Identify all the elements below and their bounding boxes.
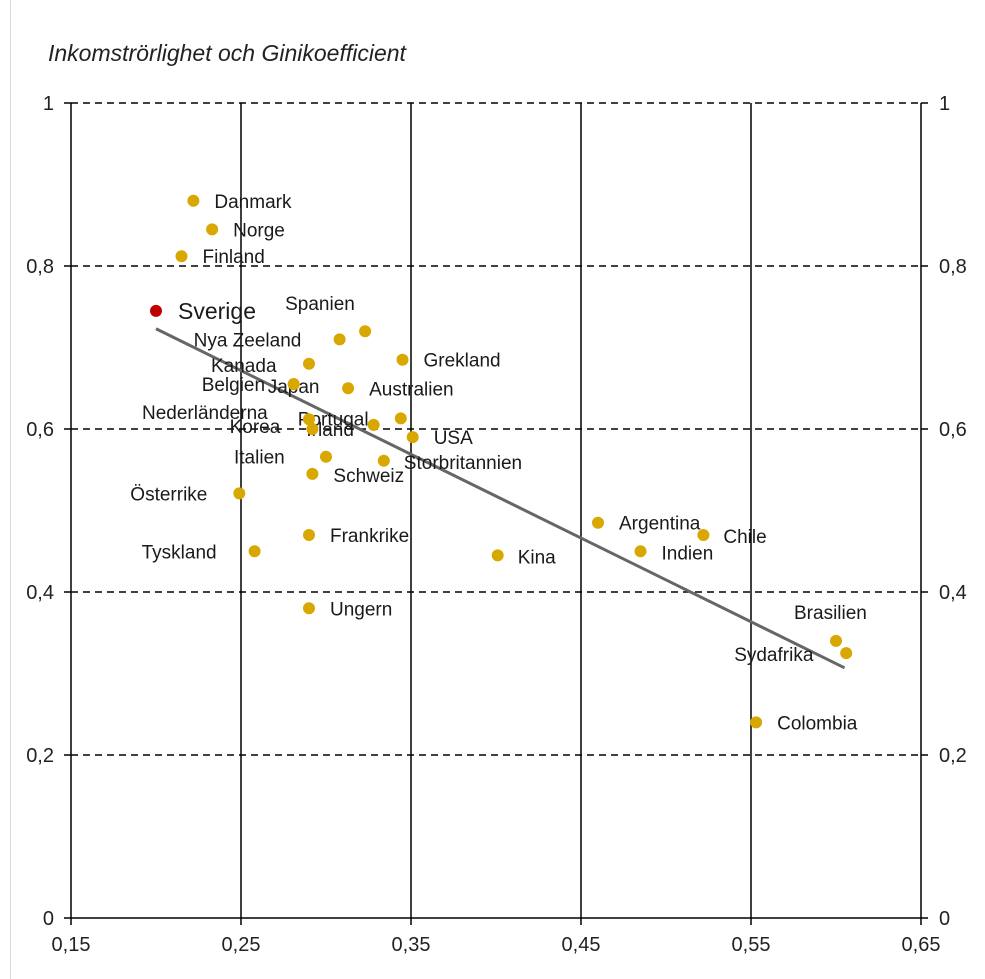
data-point-frankrike bbox=[303, 528, 315, 541]
data-point-brasilien bbox=[830, 634, 842, 647]
data-point-nya-zeeland bbox=[333, 333, 346, 346]
data-point-australien bbox=[342, 382, 355, 395]
point-label-spanien: Spanien bbox=[285, 294, 355, 315]
y-tick-label-right: 0,8 bbox=[939, 256, 967, 278]
x-tick-label: 0,35 bbox=[392, 934, 431, 956]
point-label-frankrike: Frankrike bbox=[330, 526, 409, 547]
point-label-colombia: Colombia bbox=[777, 713, 858, 734]
point-label-indien: Indien bbox=[662, 543, 714, 564]
point-label-korea: Korea bbox=[230, 417, 281, 438]
point-label-sverige: Sverige bbox=[178, 298, 256, 324]
y-tick-label-left: 0,4 bbox=[26, 582, 54, 604]
data-point-argentina bbox=[592, 516, 604, 529]
point-label-belgien: Belgien bbox=[202, 375, 265, 396]
y-tick-label-right: 0,6 bbox=[939, 419, 967, 441]
data-point-norge bbox=[206, 223, 219, 236]
point-label-norge: Norge bbox=[233, 220, 285, 241]
chart-title: Inkomströrlighet och Ginikoefficient bbox=[48, 40, 406, 66]
data-point-usa bbox=[406, 431, 419, 444]
y-tick-label-left: 0,2 bbox=[26, 745, 54, 767]
data-point-sydafrika bbox=[840, 647, 853, 660]
point-label-storbritannien: Storbritannien bbox=[404, 453, 522, 474]
data-point-tyskland bbox=[248, 545, 261, 558]
trendline bbox=[155, 327, 846, 670]
data-point-danmark bbox=[187, 194, 200, 207]
y-tick-label-right: 0,2 bbox=[939, 745, 967, 767]
point-label-finland: Finland bbox=[203, 247, 265, 268]
x-tick-label: 0,45 bbox=[562, 934, 601, 956]
y-tick-label-left: 0,8 bbox=[26, 256, 54, 278]
point-label-kanada: Kanada bbox=[211, 356, 277, 377]
point-label-danmark: Danmark bbox=[214, 192, 292, 213]
point-label-kina: Kina bbox=[518, 547, 556, 568]
y-tick-label-left: 0,6 bbox=[26, 419, 54, 441]
point-label-irland: Irland bbox=[306, 420, 354, 441]
data-point-ungern bbox=[303, 602, 315, 615]
point-label-osterrike: Österrike bbox=[130, 484, 207, 505]
data-point-nederlanderna bbox=[303, 413, 315, 426]
point-label-grekland: Grekland bbox=[424, 351, 501, 372]
point-label-australien: Australien bbox=[369, 379, 454, 400]
data-point-kanada bbox=[303, 357, 315, 370]
y-tick-label-right: 0 bbox=[939, 908, 950, 930]
data-point-grekland bbox=[396, 353, 409, 366]
point-label-nya-zeeland: Nya Zeeland bbox=[194, 330, 302, 351]
x-tick-label: 0,15 bbox=[52, 934, 91, 956]
point-label-italien: Italien bbox=[234, 448, 285, 469]
y-tick-label-right: 0,4 bbox=[939, 582, 967, 604]
data-point-storbritannien bbox=[377, 454, 390, 467]
data-point-portugal bbox=[394, 412, 407, 425]
data-point-schweiz bbox=[306, 467, 319, 480]
point-label-argentina: Argentina bbox=[619, 514, 701, 535]
data-point-italien bbox=[320, 450, 332, 463]
data-point-irland bbox=[306, 423, 319, 435]
data-point-colombia bbox=[750, 716, 763, 729]
y-tick-label-left: 1 bbox=[43, 93, 54, 115]
point-label-schweiz: Schweiz bbox=[333, 466, 404, 487]
point-label-sydafrika: Sydafrika bbox=[734, 645, 814, 666]
data-point-finland bbox=[175, 250, 188, 263]
data-point-spanien bbox=[359, 325, 372, 338]
left-border-line bbox=[10, 0, 11, 979]
data-point-osterrike bbox=[233, 487, 246, 500]
x-tick-label: 0,65 bbox=[902, 934, 941, 956]
x-tick-label: 0,25 bbox=[222, 934, 261, 956]
data-point-indien bbox=[634, 545, 647, 558]
point-label-chile: Chile bbox=[723, 527, 766, 548]
point-label-brasilien: Brasilien bbox=[794, 603, 867, 624]
data-point-kina bbox=[491, 549, 504, 562]
data-point-korea bbox=[367, 418, 380, 431]
y-tick-label-left: 0 bbox=[43, 908, 54, 930]
data-point-japan bbox=[287, 378, 300, 391]
point-label-usa: USA bbox=[434, 428, 473, 449]
y-tick-label-right: 1 bbox=[939, 93, 950, 115]
point-label-ungern: Ungern bbox=[330, 599, 392, 620]
x-tick-label: 0,55 bbox=[732, 934, 771, 956]
point-label-nederlanderna: Nederländerna bbox=[142, 403, 268, 424]
data-point-chile bbox=[697, 528, 710, 541]
data-point-sverige bbox=[150, 304, 162, 317]
point-label-tyskland: Tyskland bbox=[142, 542, 217, 563]
